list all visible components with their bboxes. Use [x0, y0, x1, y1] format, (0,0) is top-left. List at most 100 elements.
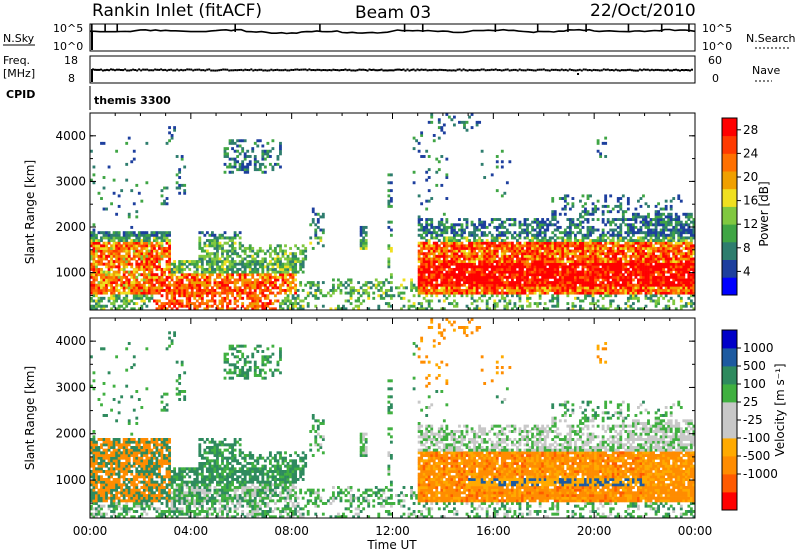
- heatmap-cell: [508, 247, 511, 250]
- heatmap-cell: [219, 260, 222, 263]
- heatmap-cell: [468, 252, 471, 255]
- heatmap-cell: [640, 265, 643, 268]
- heatmap-cell: [362, 231, 365, 234]
- heatmap-cell: [624, 242, 627, 245]
- heatmap-cell: [476, 273, 479, 276]
- heatmap-cell: [503, 276, 506, 279]
- heatmap-cell: [551, 297, 554, 300]
- heatmap-cell: [481, 242, 484, 245]
- heatmap-cell: [239, 278, 242, 281]
- heatmap-cell: [551, 250, 554, 253]
- heatmap-cell: [612, 244, 615, 247]
- heatmap-cell: [224, 152, 227, 155]
- heatmap-cell: [617, 231, 620, 234]
- heatmap-cell: [519, 276, 522, 279]
- heatmap-cell: [478, 263, 481, 266]
- heatmap-cell: [156, 265, 159, 268]
- heatmap-cell: [453, 252, 456, 255]
- heatmap-cell: [198, 260, 201, 263]
- heatmap-cell: [176, 181, 179, 184]
- heatmap-cell: [640, 260, 643, 263]
- heatmap-cell: [488, 278, 491, 281]
- heatmap-cell: [332, 284, 335, 287]
- heatmap-cell: [524, 242, 527, 245]
- heatmap-cell: [619, 271, 622, 274]
- heatmap-cell: [450, 271, 453, 274]
- heatmap-cell: [468, 263, 471, 266]
- heatmap-cell: [645, 236, 648, 239]
- heatmap-cell: [536, 271, 539, 274]
- heatmap-cell: [138, 244, 141, 247]
- heatmap-cell: [602, 218, 605, 221]
- heatmap-cell: [156, 257, 159, 260]
- heatmap-cell: [488, 265, 491, 268]
- heatmap-cell: [173, 305, 176, 308]
- heatmap-cell: [176, 271, 179, 274]
- heatmap-cell: [584, 236, 587, 239]
- heatmap-cell: [481, 260, 484, 263]
- heatmap-cell: [445, 263, 448, 266]
- heatmap-cell: [483, 231, 486, 234]
- heatmap-cell: [476, 121, 479, 124]
- heatmap-cell: [599, 273, 602, 276]
- heatmap-cell: [571, 223, 574, 226]
- heatmap-cell: [544, 284, 547, 287]
- freq-sample: [555, 69, 557, 71]
- heatmap-cell: [206, 263, 209, 266]
- heatmap-cell: [166, 234, 169, 237]
- heatmap-cell: [251, 305, 254, 308]
- heatmap-cell: [224, 150, 227, 153]
- heatmap-cell: [125, 236, 128, 239]
- heatmap-cell: [559, 250, 562, 253]
- heatmap-cell: [264, 158, 267, 161]
- heatmap-cell: [425, 221, 428, 224]
- heatmap-cell: [443, 284, 446, 287]
- heatmap-cell: [208, 263, 211, 266]
- heatmap-cell: [418, 215, 421, 218]
- heatmap-cell: [430, 247, 433, 250]
- freq-sample: [242, 69, 244, 71]
- heatmap-cell: [100, 281, 103, 284]
- heatmap-cell: [466, 271, 469, 274]
- heatmap-cell: [272, 271, 275, 274]
- heatmap-cell: [420, 271, 423, 274]
- heatmap-cell: [206, 278, 209, 281]
- heatmap-cell: [546, 260, 549, 263]
- heatmap-cell: [430, 221, 433, 224]
- heatmap-cell: [420, 260, 423, 263]
- heatmap-cell: [569, 260, 572, 263]
- heatmap-cell: [453, 242, 456, 245]
- heatmap-cell: [362, 299, 365, 302]
- heatmap-cell: [544, 273, 547, 276]
- heatmap-cell: [508, 263, 511, 266]
- heatmap-cell: [176, 292, 179, 295]
- heatmap-cell: [435, 289, 438, 292]
- heatmap-cell: [607, 218, 610, 221]
- heatmap-cell: [637, 257, 640, 260]
- heatmap-cell: [143, 247, 146, 250]
- heatmap-cell: [130, 292, 133, 295]
- heatmap-cell: [438, 257, 441, 260]
- heatmap-cell: [622, 276, 625, 279]
- heatmap-cell: [214, 268, 217, 271]
- heatmap-cell: [554, 284, 557, 287]
- heatmap-cell: [539, 268, 542, 271]
- heatmap-cell: [498, 271, 501, 274]
- heatmap-cell: [151, 234, 154, 237]
- heatmap-cell: [607, 257, 610, 260]
- heatmap-cell: [158, 299, 161, 302]
- heatmap-cell: [93, 289, 96, 292]
- heatmap-cell: [251, 286, 254, 289]
- heatmap-cell: [282, 255, 285, 258]
- heatmap-cell: [493, 268, 496, 271]
- heatmap-cell: [526, 297, 529, 300]
- heatmap-cell: [501, 194, 504, 197]
- heatmap-cell: [536, 273, 539, 276]
- heatmap-cell: [251, 255, 254, 258]
- heatmap-cell: [226, 250, 229, 253]
- heatmap-cell: [118, 242, 121, 245]
- heatmap-cell: [629, 292, 632, 295]
- heatmap-cell: [287, 294, 290, 297]
- heatmap-cell: [501, 150, 504, 153]
- heatmap-cell: [627, 234, 630, 237]
